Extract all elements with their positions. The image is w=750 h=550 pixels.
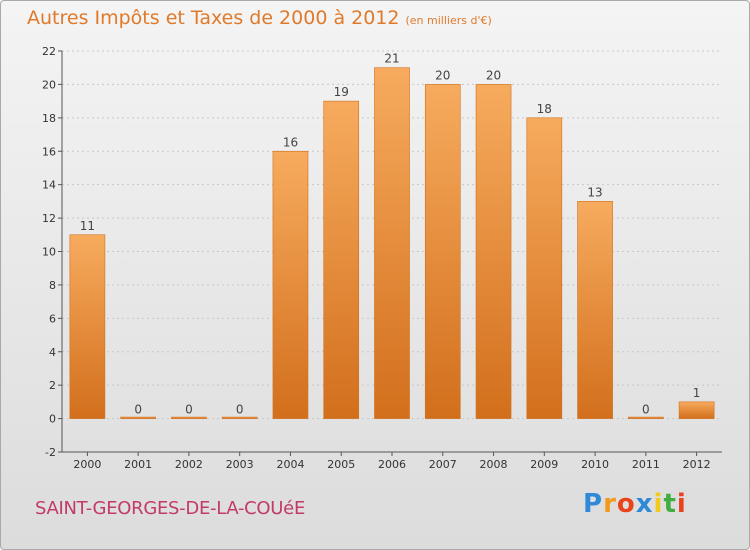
y-tick-label: 10 (42, 246, 56, 259)
x-tick-label: 2004 (276, 458, 304, 471)
logo-letter: i (653, 489, 664, 519)
y-tick-label: -2 (45, 446, 56, 459)
data-label: 13 (587, 185, 602, 199)
logo-letter: o (616, 489, 636, 519)
data-label: 16 (283, 135, 298, 149)
x-tick-label: 2002 (175, 458, 203, 471)
bar (272, 150, 309, 419)
x-tick-label: 2001 (124, 458, 152, 471)
logo-letter: i (676, 489, 687, 519)
data-label: 20 (486, 68, 501, 82)
bar (221, 416, 258, 419)
x-tick-label: 2000 (73, 458, 101, 471)
data-label: 18 (537, 102, 552, 116)
y-tick-label: 20 (42, 78, 56, 91)
bar (171, 416, 207, 419)
y-tick-label: 22 (42, 45, 56, 58)
x-tick-label: 2012 (683, 458, 711, 471)
data-label: 11 (80, 219, 95, 233)
x-tick-label: 2011 (632, 458, 660, 471)
data-label: 0 (134, 403, 142, 417)
y-tick-label: 18 (42, 112, 56, 125)
logo-letter: r (603, 489, 617, 519)
data-label: 0 (642, 403, 650, 417)
y-tick-label: 14 (42, 179, 56, 192)
bar (526, 117, 563, 419)
data-label: 20 (435, 68, 450, 82)
bar (628, 416, 664, 419)
logo-letter: t (663, 489, 677, 519)
x-tick-label: 2003 (226, 458, 254, 471)
y-tick-label: 2 (49, 379, 56, 392)
data-label: 1 (693, 386, 701, 400)
data-label: 19 (334, 85, 349, 99)
bar (577, 201, 613, 419)
y-tick-label: 0 (49, 413, 56, 426)
data-label: 0 (236, 403, 244, 417)
y-tick-label: 8 (49, 279, 56, 292)
chart-title-main: Autres Impôts et Taxes de 2000 à 2012 (27, 7, 400, 29)
data-label: 0 (185, 403, 193, 417)
y-tick-label: 4 (49, 346, 56, 359)
x-tick-label: 2006 (378, 458, 406, 471)
logo-letter: P (583, 489, 604, 519)
bar (678, 401, 715, 419)
chart-title: Autres Impôts et Taxes de 2000 à 2012 (en… (27, 7, 492, 29)
x-tick-label: 2008 (480, 458, 508, 471)
bar (374, 67, 410, 419)
proxiti-logo: Proxiti (583, 489, 687, 519)
x-tick-label: 2007 (429, 458, 457, 471)
bar (120, 416, 156, 419)
y-tick-label: 12 (42, 212, 56, 225)
x-tick-label: 2010 (581, 458, 609, 471)
bar (323, 100, 360, 419)
y-tick-label: 16 (42, 145, 56, 158)
logo-letter: x (635, 489, 654, 519)
y-tick-label: 6 (49, 312, 56, 325)
x-tick-label: 2009 (530, 458, 558, 471)
commune-name: SAINT-GEORGES-DE-LA-COUéE (35, 498, 306, 519)
bar (69, 234, 106, 419)
bar (475, 84, 512, 419)
chart-title-unit: (en milliers d'€) (405, 14, 492, 27)
bar (424, 84, 461, 419)
data-label: 21 (384, 52, 399, 66)
x-tick-label: 2005 (327, 458, 355, 471)
